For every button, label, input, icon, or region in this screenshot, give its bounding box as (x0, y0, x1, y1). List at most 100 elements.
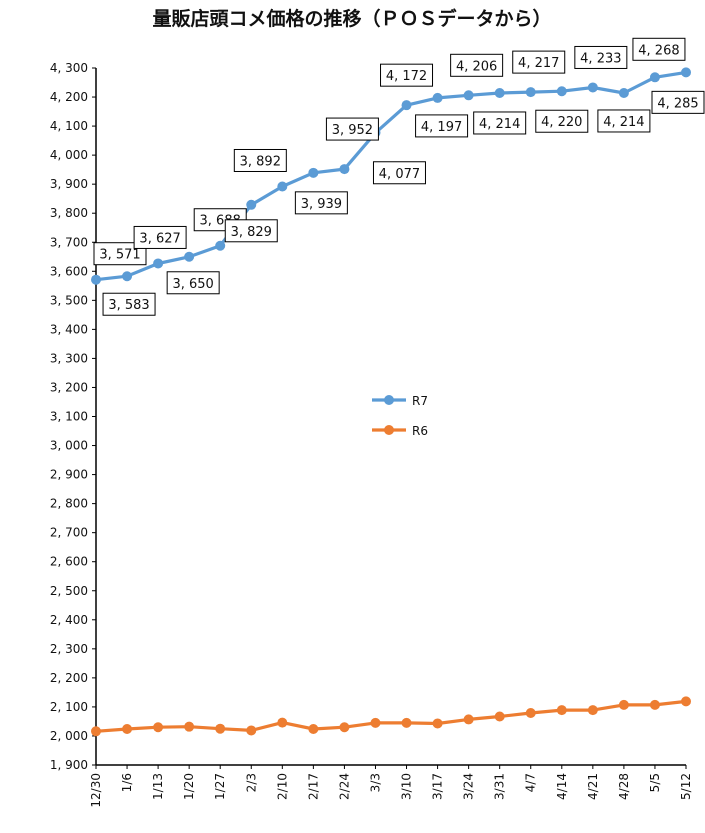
data-label-box (535, 109, 589, 133)
x-tick-label: 1/20 (182, 773, 196, 800)
data-point-r7 (277, 181, 288, 192)
data-label: 3, 939 (301, 197, 342, 212)
data-point-r7 (649, 72, 660, 83)
x-tick-label: 1/13 (151, 773, 165, 800)
data-label-box (651, 90, 705, 114)
x-tick-label: 5/5 (648, 773, 662, 792)
data-label-box (450, 53, 504, 77)
x-axis-ticks: 12/30 1/6 1/13 1/20 1/27 2/3 2/10 2/17 2/24 3/3 3/… (89, 765, 693, 808)
y-tick-label: 1, 900 (50, 758, 88, 772)
data-label: 3, 627 (139, 231, 180, 246)
y-tick-label: 2, 000 (50, 729, 88, 743)
y-tick-label: 3, 800 (50, 206, 88, 220)
y-tick-label: 4, 300 (50, 61, 88, 75)
y-tick-label: 2, 500 (50, 584, 88, 598)
data-point-r7 (618, 87, 629, 98)
x-tick-label: 4/7 (524, 773, 538, 792)
data-point-r6 (618, 699, 629, 710)
data-label: 3, 829 (231, 225, 272, 240)
data-label-box (233, 148, 287, 172)
data-label-box (166, 271, 220, 295)
data-point-r6 (463, 714, 474, 725)
x-tick-label: 3/10 (400, 773, 414, 800)
data-point-r7 (494, 87, 505, 98)
y-tick-label: 2, 200 (50, 671, 88, 685)
data-point-r6 (649, 699, 660, 710)
y-tick-label: 2, 700 (50, 526, 88, 540)
data-point-r6 (401, 717, 412, 728)
data-point-r6 (184, 721, 195, 732)
data-label-box (93, 242, 147, 266)
y-axis-ticks: 1, 900 2, 000 2, 100 2, 200 2, 300 2, 400 2, 5… (50, 61, 96, 772)
data-label: 4, 285 (657, 96, 698, 111)
data-point-r7 (556, 86, 567, 97)
series-lines (95, 70, 687, 733)
y-tick-label: 3, 900 (50, 177, 88, 191)
data-point-r6 (246, 725, 257, 736)
data-label: 4, 214 (479, 117, 520, 132)
data-point-r7 (215, 240, 226, 251)
data-label: 4, 217 (518, 56, 559, 71)
data-point-r6 (91, 726, 101, 737)
x-tick-label: 3/24 (462, 773, 476, 800)
x-tick-label: 12/30 (89, 773, 103, 808)
data-point-r6 (277, 717, 288, 728)
data-point-r7 (587, 82, 598, 93)
y-tick-label: 2, 300 (50, 642, 88, 656)
data-point-r6 (432, 718, 443, 729)
data-label-box (372, 161, 426, 185)
data-label: 4, 206 (456, 59, 497, 74)
legend-box (365, 385, 445, 443)
legend-marker-r7 (384, 395, 394, 405)
data-label-box (415, 114, 469, 138)
data-label-box (597, 109, 651, 133)
x-tick-label: 2/17 (306, 773, 320, 800)
data-label-box (380, 63, 434, 87)
data-point-r6 (339, 722, 350, 733)
data-point-r6 (681, 696, 691, 707)
data-point-r7 (432, 92, 443, 103)
y-tick-label: 4, 000 (50, 148, 88, 162)
x-tick-label: 2/24 (337, 773, 351, 800)
data-label: 3, 583 (108, 298, 149, 313)
data-label: 4, 220 (541, 115, 582, 130)
data-point-r6 (370, 717, 381, 728)
x-tick-label: 2/10 (275, 773, 289, 800)
data-point-r6 (122, 723, 133, 734)
x-tick-label: 3/31 (493, 773, 507, 800)
data-point-r6 (215, 723, 226, 734)
y-tick-label: 3, 100 (50, 410, 88, 424)
data-point-r6 (308, 723, 319, 734)
data-point-r7 (525, 87, 536, 98)
y-tick-label: 2, 600 (50, 555, 88, 569)
x-tick-label: 5/12 (679, 773, 693, 800)
data-point-r6 (494, 711, 505, 722)
data-label-box (294, 191, 348, 215)
data-label: 4, 077 (379, 167, 420, 182)
legend-label-r6: R6 (412, 424, 428, 438)
series-points (91, 67, 691, 737)
data-label-box (133, 225, 187, 249)
data-label: 3, 650 (172, 277, 213, 292)
data-label-box (574, 45, 628, 69)
data-point-r7 (122, 271, 133, 282)
data-label: 3, 571 (99, 248, 140, 263)
data-point-r7 (401, 100, 412, 111)
x-tick-label: 4/21 (586, 773, 600, 800)
x-tick-label: 3/17 (431, 773, 445, 800)
data-point-r7 (184, 251, 195, 262)
data-point-r7 (339, 164, 350, 175)
data-label: 4, 233 (580, 51, 621, 66)
y-tick-label: 2, 400 (50, 613, 88, 627)
data-point-r6 (587, 705, 598, 716)
chart-title: 量販店頭コメ価格の推移（ＰＯＳデータから） (152, 7, 551, 30)
y-tick-label: 3, 500 (50, 293, 88, 307)
data-point-r6 (525, 708, 536, 719)
y-tick-label: 3, 700 (50, 235, 88, 249)
data-point-r7 (681, 67, 691, 78)
data-label: 3, 952 (332, 123, 373, 138)
data-point-r6 (556, 705, 567, 716)
y-tick-label: 2, 800 (50, 497, 88, 511)
